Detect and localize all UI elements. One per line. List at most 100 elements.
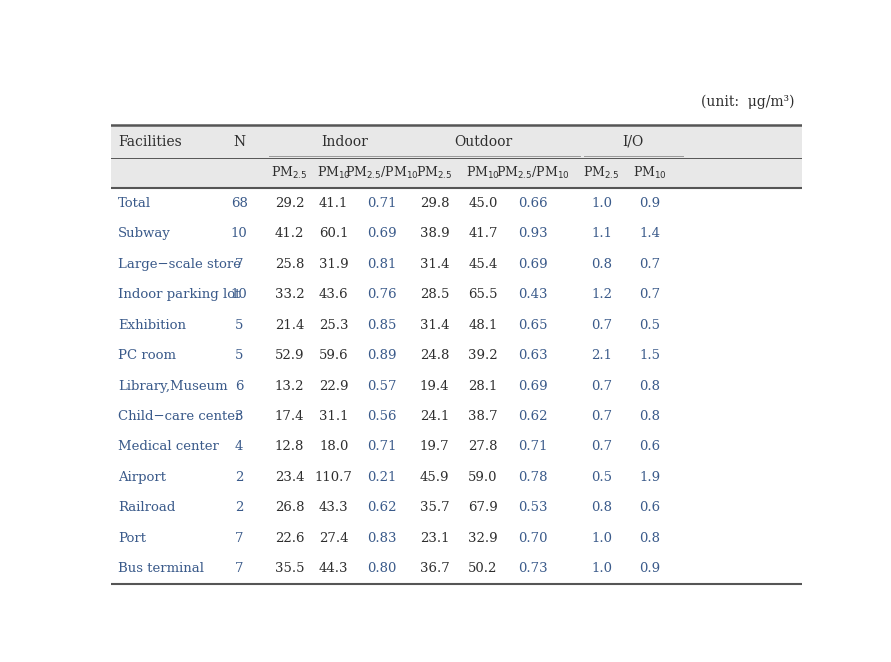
Text: 24.8: 24.8	[420, 349, 449, 362]
Text: 33.2: 33.2	[274, 288, 305, 301]
Text: 5: 5	[235, 318, 243, 332]
Text: 23.1: 23.1	[420, 532, 449, 545]
Text: 25.8: 25.8	[274, 258, 304, 271]
Text: 50.2: 50.2	[468, 562, 497, 575]
Text: 1.0: 1.0	[591, 532, 612, 545]
Text: 0.53: 0.53	[518, 501, 547, 514]
Text: PM$_{10}$: PM$_{10}$	[633, 166, 667, 181]
Text: 52.9: 52.9	[274, 349, 305, 362]
Text: 0.57: 0.57	[367, 379, 396, 393]
Text: 31.1: 31.1	[319, 410, 348, 423]
Text: 12.8: 12.8	[274, 440, 304, 453]
Text: 7: 7	[235, 562, 243, 575]
Text: 39.2: 39.2	[468, 349, 498, 362]
Text: Child−care center: Child−care center	[119, 410, 241, 423]
Text: 1.0: 1.0	[591, 562, 612, 575]
Text: 1.9: 1.9	[640, 471, 660, 484]
Text: N: N	[233, 135, 245, 149]
Text: Outdoor: Outdoor	[454, 135, 512, 149]
Text: 0.21: 0.21	[367, 471, 396, 484]
Text: 0.66: 0.66	[518, 197, 547, 210]
Text: 23.4: 23.4	[274, 471, 305, 484]
Text: PM$_{10}$: PM$_{10}$	[317, 166, 351, 181]
Text: 65.5: 65.5	[468, 288, 498, 301]
Text: 27.4: 27.4	[319, 532, 348, 545]
Text: 0.8: 0.8	[591, 258, 612, 271]
Text: 0.6: 0.6	[640, 440, 660, 453]
Text: 35.7: 35.7	[420, 501, 449, 514]
Text: 10: 10	[231, 288, 248, 301]
Text: 0.76: 0.76	[367, 288, 396, 301]
Text: 26.8: 26.8	[274, 501, 305, 514]
Text: 0.81: 0.81	[367, 258, 396, 271]
Text: 45.0: 45.0	[468, 197, 497, 210]
Text: 27.8: 27.8	[468, 440, 498, 453]
Text: 1.2: 1.2	[591, 288, 612, 301]
Text: 0.6: 0.6	[640, 501, 660, 514]
Text: I/O: I/O	[622, 135, 643, 149]
Text: Indoor: Indoor	[322, 135, 368, 149]
Text: 0.7: 0.7	[591, 410, 612, 423]
Text: Bus terminal: Bus terminal	[119, 562, 204, 575]
Text: 59.0: 59.0	[468, 471, 498, 484]
Text: 1.4: 1.4	[640, 227, 660, 240]
Text: 2.1: 2.1	[591, 349, 612, 362]
Text: 22.9: 22.9	[319, 379, 348, 393]
Text: 0.8: 0.8	[640, 532, 660, 545]
Text: 0.5: 0.5	[640, 318, 660, 332]
Text: 22.6: 22.6	[274, 532, 305, 545]
Text: 0.69: 0.69	[518, 258, 547, 271]
Text: 0.69: 0.69	[367, 227, 396, 240]
Text: 0.85: 0.85	[367, 318, 396, 332]
Text: 31.4: 31.4	[420, 258, 449, 271]
Text: 48.1: 48.1	[468, 318, 497, 332]
Text: 0.62: 0.62	[518, 410, 547, 423]
Text: PM$_{2.5}$: PM$_{2.5}$	[271, 166, 307, 181]
Text: PM$_{10}$: PM$_{10}$	[466, 166, 500, 181]
Text: 0.93: 0.93	[518, 227, 547, 240]
Text: 43.6: 43.6	[319, 288, 348, 301]
Text: 21.4: 21.4	[274, 318, 304, 332]
Text: 0.69: 0.69	[518, 379, 547, 393]
Text: 60.1: 60.1	[319, 227, 348, 240]
Text: Facilities: Facilities	[119, 135, 182, 149]
Text: PM$_{2.5}$/PM$_{10}$: PM$_{2.5}$/PM$_{10}$	[345, 166, 419, 181]
Text: 0.5: 0.5	[591, 471, 612, 484]
Text: 0.9: 0.9	[640, 197, 660, 210]
Text: 44.3: 44.3	[319, 562, 348, 575]
Text: 45.4: 45.4	[468, 258, 497, 271]
Text: 0.71: 0.71	[518, 440, 547, 453]
Text: 0.8: 0.8	[591, 501, 612, 514]
Text: 28.5: 28.5	[420, 288, 449, 301]
Text: 1.1: 1.1	[591, 227, 612, 240]
Text: 0.7: 0.7	[640, 288, 660, 301]
Text: 0.9: 0.9	[640, 562, 660, 575]
Text: Port: Port	[119, 532, 146, 545]
Text: 0.78: 0.78	[518, 471, 547, 484]
Text: 41.2: 41.2	[274, 227, 304, 240]
Text: 0.73: 0.73	[518, 562, 547, 575]
Text: 41.1: 41.1	[319, 197, 348, 210]
Text: 59.6: 59.6	[319, 349, 348, 362]
Text: 31.4: 31.4	[420, 318, 449, 332]
Text: 1.5: 1.5	[640, 349, 660, 362]
Text: Indoor parking lot: Indoor parking lot	[119, 288, 241, 301]
Text: Library,Museum: Library,Museum	[119, 379, 228, 393]
Text: 0.71: 0.71	[367, 440, 396, 453]
Text: PM$_{2.5}$: PM$_{2.5}$	[584, 166, 620, 181]
Text: 0.43: 0.43	[518, 288, 547, 301]
Text: 24.1: 24.1	[420, 410, 449, 423]
Text: 0.89: 0.89	[367, 349, 396, 362]
Text: 5: 5	[235, 349, 243, 362]
Text: 1.0: 1.0	[591, 197, 612, 210]
Text: 0.71: 0.71	[367, 197, 396, 210]
Text: 6: 6	[235, 379, 243, 393]
Text: Exhibition: Exhibition	[119, 318, 186, 332]
Text: 2: 2	[235, 501, 243, 514]
Text: Airport: Airport	[119, 471, 167, 484]
Text: 4: 4	[235, 440, 243, 453]
Text: 67.9: 67.9	[468, 501, 498, 514]
Text: Medical center: Medical center	[119, 440, 219, 453]
Text: 68: 68	[231, 197, 248, 210]
Text: 19.7: 19.7	[420, 440, 449, 453]
